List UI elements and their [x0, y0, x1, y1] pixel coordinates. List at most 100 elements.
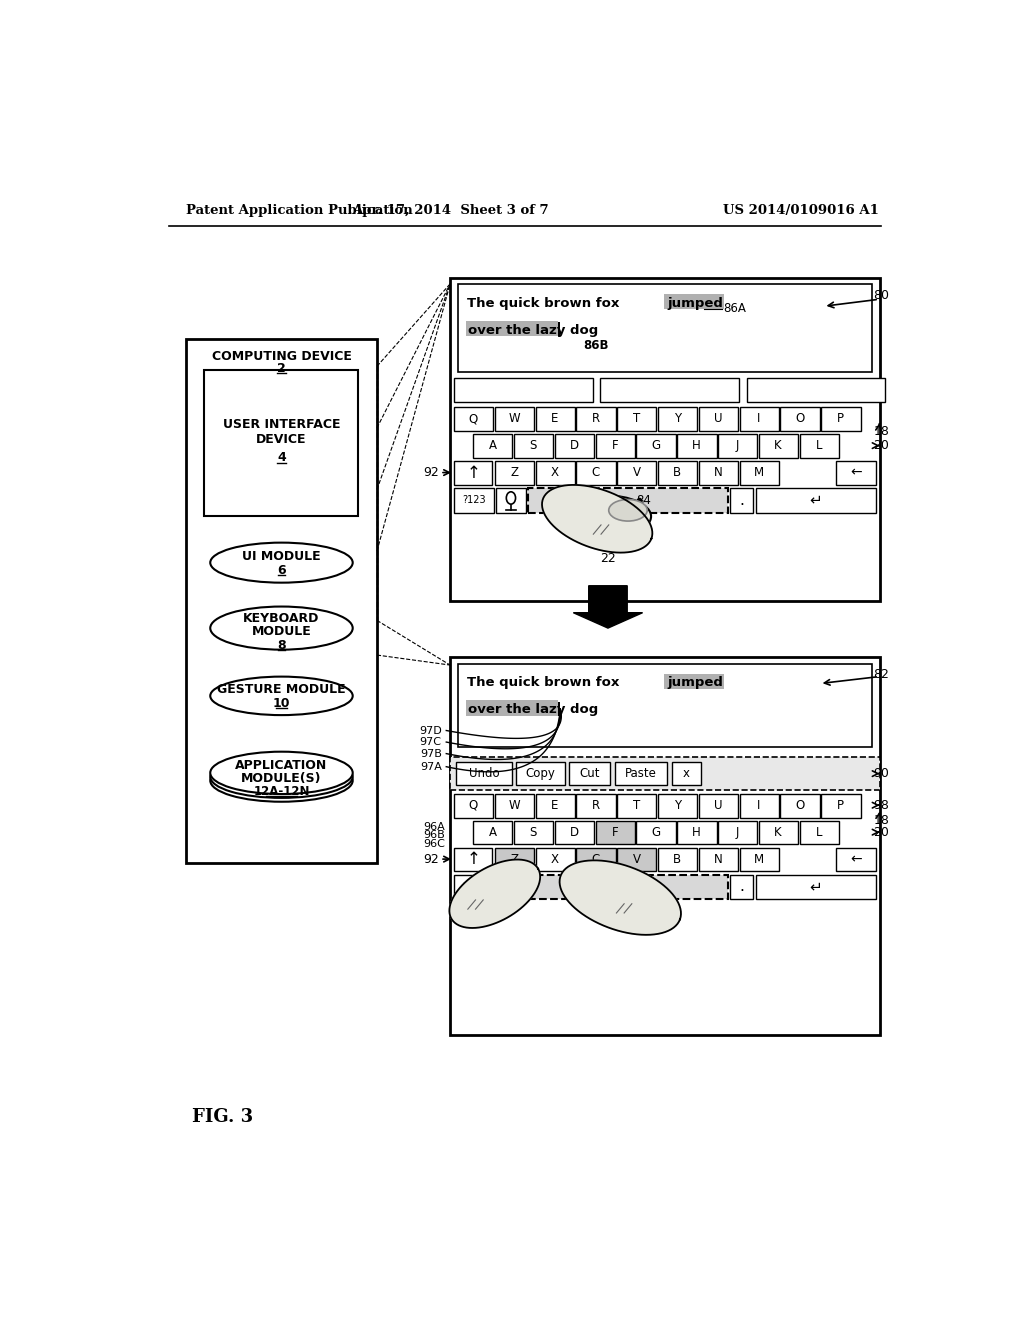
Text: 97B: 97B — [420, 748, 441, 759]
Text: KEYBOARD: KEYBOARD — [244, 612, 319, 626]
Text: Apr. 17, 2014  Sheet 3 of 7: Apr. 17, 2014 Sheet 3 of 7 — [352, 205, 549, 218]
Bar — [458, 664, 872, 747]
Text: x: x — [683, 767, 690, 780]
Text: H: H — [692, 440, 700, 453]
Bar — [577, 847, 615, 871]
Bar — [739, 793, 779, 817]
Text: O: O — [795, 412, 804, 425]
Text: ↵: ↵ — [810, 492, 822, 508]
Text: B: B — [673, 466, 681, 479]
Text: U: U — [714, 799, 722, 812]
Polygon shape — [573, 586, 643, 628]
Text: F: F — [611, 440, 618, 453]
Bar — [637, 434, 676, 458]
Text: 20: 20 — [873, 440, 889, 453]
Bar — [658, 793, 697, 817]
Bar — [756, 875, 876, 899]
Bar — [466, 321, 558, 337]
Polygon shape — [450, 859, 540, 928]
Bar — [759, 434, 798, 458]
Text: Cut: Cut — [580, 767, 600, 780]
Bar — [759, 821, 798, 845]
Text: 82: 82 — [873, 668, 889, 681]
Text: ←: ← — [850, 466, 862, 479]
Text: 86A: 86A — [724, 302, 746, 315]
Text: UI MODULE: UI MODULE — [242, 550, 321, 564]
Bar — [454, 407, 494, 430]
Text: M: M — [754, 853, 764, 866]
Text: W: W — [508, 799, 520, 812]
Bar — [698, 461, 738, 484]
Bar — [596, 821, 635, 845]
Bar — [454, 793, 494, 817]
Bar — [569, 762, 610, 785]
Text: 18: 18 — [873, 814, 889, 828]
Text: APPLICATION: APPLICATION — [236, 759, 328, 772]
Text: M: M — [754, 466, 764, 479]
Bar — [836, 461, 876, 484]
Bar — [451, 758, 880, 789]
Bar — [451, 277, 880, 601]
Text: US 2014/0109016 A1: US 2014/0109016 A1 — [723, 205, 879, 218]
Text: S: S — [529, 825, 537, 838]
Text: 6: 6 — [278, 564, 286, 577]
Bar — [558, 702, 560, 715]
Text: R: R — [592, 799, 600, 812]
Bar — [454, 488, 494, 512]
Text: over the lazy dog: over the lazy dog — [468, 704, 598, 717]
Ellipse shape — [210, 607, 352, 649]
Text: 2: 2 — [278, 362, 286, 375]
Bar — [658, 461, 697, 484]
Text: Q: Q — [469, 799, 478, 812]
Text: .: . — [739, 879, 744, 895]
Bar — [730, 875, 754, 899]
Ellipse shape — [506, 492, 515, 504]
Bar — [836, 847, 876, 871]
Bar — [495, 793, 535, 817]
Text: X: X — [551, 853, 559, 866]
Text: Z: Z — [510, 853, 518, 866]
Text: N: N — [714, 853, 723, 866]
Text: 97D: 97D — [419, 726, 441, 735]
Bar — [617, 847, 656, 871]
Text: 96B: 96B — [423, 830, 444, 841]
Bar — [672, 762, 701, 785]
Bar — [577, 793, 615, 817]
Bar — [497, 875, 525, 899]
Ellipse shape — [210, 543, 352, 582]
Bar — [677, 434, 717, 458]
Text: Y: Y — [674, 799, 681, 812]
Text: The quick brown fox: The quick brown fox — [467, 676, 624, 689]
Bar — [780, 407, 819, 430]
Text: 92: 92 — [423, 466, 438, 479]
Text: ←: ← — [850, 853, 862, 866]
Polygon shape — [542, 484, 652, 553]
Text: I: I — [757, 799, 761, 812]
Bar — [739, 407, 779, 430]
Ellipse shape — [506, 878, 515, 891]
Text: V: V — [633, 466, 640, 479]
Text: Q: Q — [469, 412, 478, 425]
Bar — [665, 673, 724, 689]
Text: A: A — [488, 825, 497, 838]
Text: 97A: 97A — [420, 762, 441, 772]
Text: The quick brown fox: The quick brown fox — [467, 297, 624, 310]
Bar — [473, 821, 512, 845]
Bar — [458, 284, 872, 372]
Bar — [495, 407, 535, 430]
Text: 18: 18 — [873, 425, 889, 438]
Text: P: P — [837, 412, 844, 425]
Text: FIG. 3: FIG. 3 — [193, 1107, 254, 1126]
Text: H: H — [692, 825, 700, 838]
Text: 10: 10 — [272, 697, 290, 710]
Bar — [730, 488, 754, 512]
Text: G: G — [651, 440, 660, 453]
Bar — [555, 434, 594, 458]
Bar — [205, 370, 358, 516]
Bar — [536, 407, 574, 430]
Bar — [677, 821, 717, 845]
Bar — [718, 821, 758, 845]
Text: jumped: jumped — [668, 676, 723, 689]
Text: G: G — [651, 825, 660, 838]
Ellipse shape — [608, 499, 647, 521]
